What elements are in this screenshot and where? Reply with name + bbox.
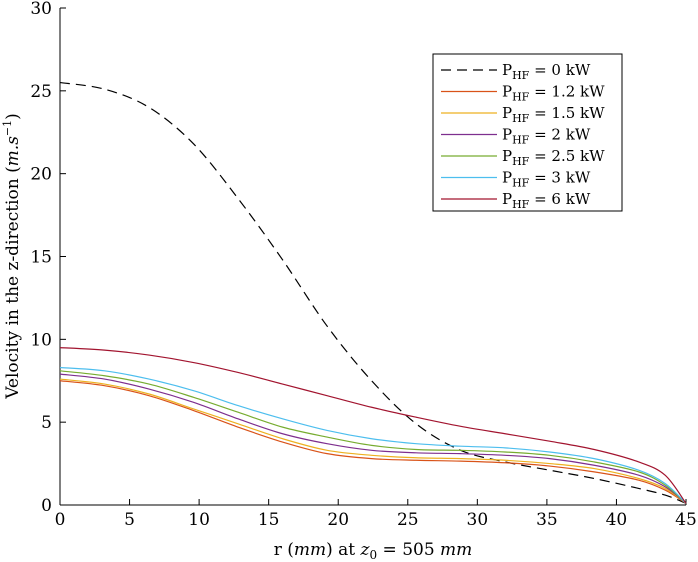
y-axis-label: Velocity in the z-direction (m.s−1) bbox=[1, 113, 23, 400]
series-line-4 bbox=[59, 370, 687, 504]
legend-label-6: PHF = 6 kW bbox=[502, 190, 591, 211]
y-tick-label: 25 bbox=[30, 82, 52, 102]
series-line-2 bbox=[59, 378, 687, 504]
legend-label-5: PHF = 3 kW bbox=[502, 169, 591, 190]
legend-label-1: PHF = 1.2 kW bbox=[502, 83, 605, 104]
x-axis-label: r (mm) at z0 = 505 mm bbox=[274, 540, 473, 562]
x-tick-label: 25 bbox=[397, 510, 419, 530]
series-line-5 bbox=[59, 366, 687, 504]
y-tick-label: 30 bbox=[30, 0, 52, 19]
legend-label-4: PHF = 2.5 kW bbox=[502, 147, 605, 168]
legend-label-3: PHF = 2 kW bbox=[502, 126, 591, 147]
x-ticks: 0 5 10 15 20 25 30 35 40 45 bbox=[55, 499, 697, 530]
x-tick-label: 10 bbox=[188, 510, 210, 530]
x-tick-label: 40 bbox=[606, 510, 628, 530]
y-tick-label: 10 bbox=[30, 330, 52, 350]
x-tick-label: 5 bbox=[124, 510, 135, 530]
legend-label-2: PHF = 1.5 kW bbox=[502, 104, 605, 125]
x-tick-label: 15 bbox=[258, 510, 280, 530]
y-tick-label: 15 bbox=[30, 248, 52, 268]
y-tick-label: 0 bbox=[41, 496, 52, 516]
x-tick-label: 35 bbox=[536, 510, 558, 530]
x-tick-label: 20 bbox=[327, 510, 349, 530]
x-tick-label: 45 bbox=[675, 510, 697, 530]
series-line-6 bbox=[59, 347, 687, 504]
series-line-1 bbox=[59, 380, 687, 504]
series-line-3 bbox=[59, 373, 687, 504]
series-lines bbox=[59, 81, 687, 504]
legend-box bbox=[432, 53, 623, 212]
y-tick-label: 5 bbox=[41, 413, 52, 433]
legend-label-0: PHF = 0 kW bbox=[502, 61, 591, 82]
y-tick-label: 20 bbox=[30, 165, 52, 185]
x-tick-label: 30 bbox=[467, 510, 489, 530]
x-tick-label: 0 bbox=[55, 510, 66, 530]
y-ticks: 0 5 10 15 20 25 30 bbox=[30, 0, 66, 516]
